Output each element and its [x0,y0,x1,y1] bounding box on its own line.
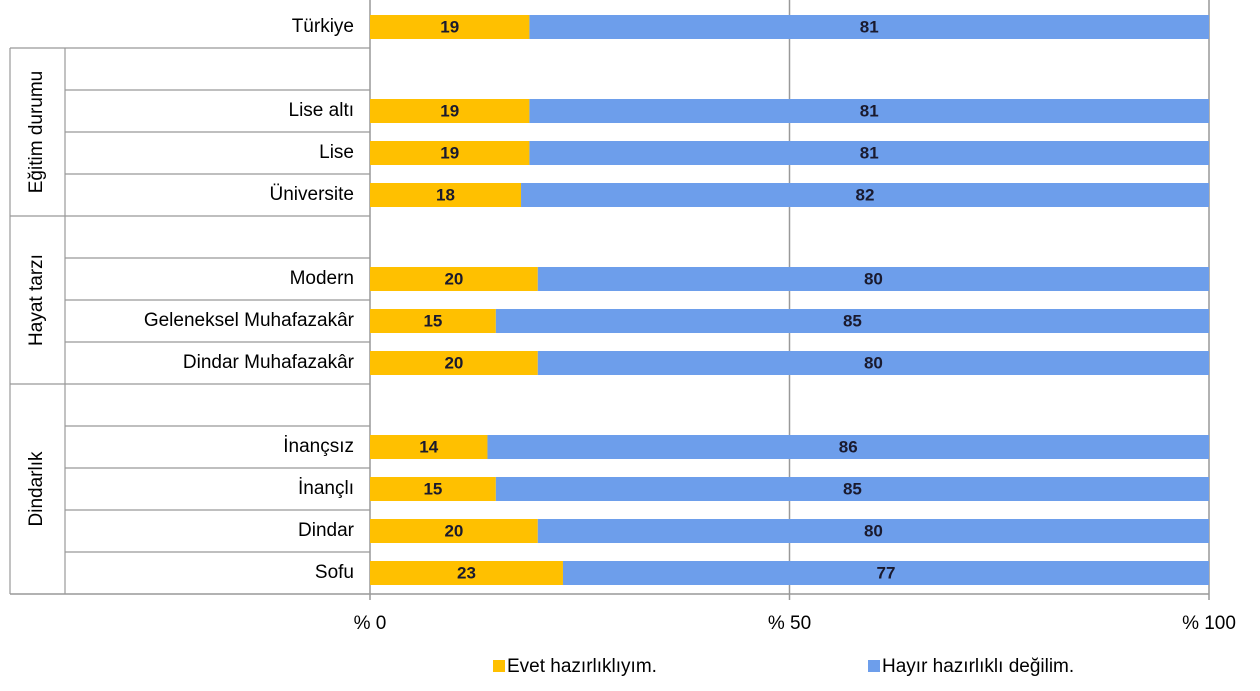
y-tick-label: Türkiye [292,16,354,37]
value-label: 14 [419,437,438,456]
y-tick-label: Üniversite [270,184,354,205]
bar-segment [562,561,1209,585]
bar-segment [495,477,1210,501]
y-tick-label: Geleneksel Muhafazakâr [144,310,355,331]
bar-segment [537,267,1209,291]
value-label: 81 [860,143,879,162]
value-label: 85 [843,479,862,498]
value-label: 85 [843,311,862,330]
y-tick-label: Dindar [298,520,355,541]
y-tick-label: İnançsız [283,436,354,457]
bar-segment [370,477,496,501]
value-label: 23 [457,563,476,582]
x-tick-label: % 100 [1182,613,1236,634]
legend-swatch [868,660,880,672]
bar-segment [521,183,1209,207]
bar-segment [370,561,563,585]
value-label: 81 [860,101,879,120]
value-label: 86 [839,437,858,456]
value-label: 20 [444,521,463,540]
bar-segment [529,141,1209,165]
y-tick-label: Lise [319,142,354,163]
bar-segment [370,435,488,459]
y-tick-label: Lise altı [289,100,354,121]
y-tick-label: Modern [290,268,354,289]
value-label: 20 [444,269,463,288]
legend-swatch [493,660,505,672]
bar-segment [529,15,1209,39]
y-tick-label: Dindar Muhafazakâr [183,352,355,373]
bar-segment [370,309,496,333]
bar-segment [495,309,1210,333]
y-tick-label: İnançlı [298,478,354,499]
bar-segment [370,519,538,543]
value-label: 15 [423,311,442,330]
legend-label: Hayır hazırlıklı değilim. [882,656,1074,677]
bar-segment [370,267,538,291]
group-label: Eğitim durumu [26,71,47,194]
bar-segment [487,435,1210,459]
value-label: 77 [877,563,896,582]
value-label: 81 [860,17,879,36]
bar-segment [370,15,530,39]
value-label: 19 [440,143,459,162]
bar-segment [529,99,1209,123]
x-tick-label: % 50 [768,613,811,634]
value-label: 80 [864,521,883,540]
value-label: 82 [856,185,875,204]
bar-segment [537,519,1209,543]
y-tick-label: Sofu [315,562,354,583]
bar-segment [537,351,1209,375]
value-label: 15 [423,479,442,498]
value-label: 19 [440,17,459,36]
x-tick-label: % 0 [354,613,387,634]
value-label: 80 [864,269,883,288]
bar-segment [370,351,538,375]
group-label: Hayat tarzı [26,254,47,346]
value-label: 18 [436,185,455,204]
bar-segment [370,183,522,207]
legend-label: Evet hazırlıklıyım. [507,656,657,677]
value-label: 80 [864,353,883,372]
group-label: Dindarlık [26,451,47,526]
bar-segment [370,141,530,165]
value-label: 19 [440,101,459,120]
bar-segment [370,99,530,123]
value-label: 20 [444,353,463,372]
